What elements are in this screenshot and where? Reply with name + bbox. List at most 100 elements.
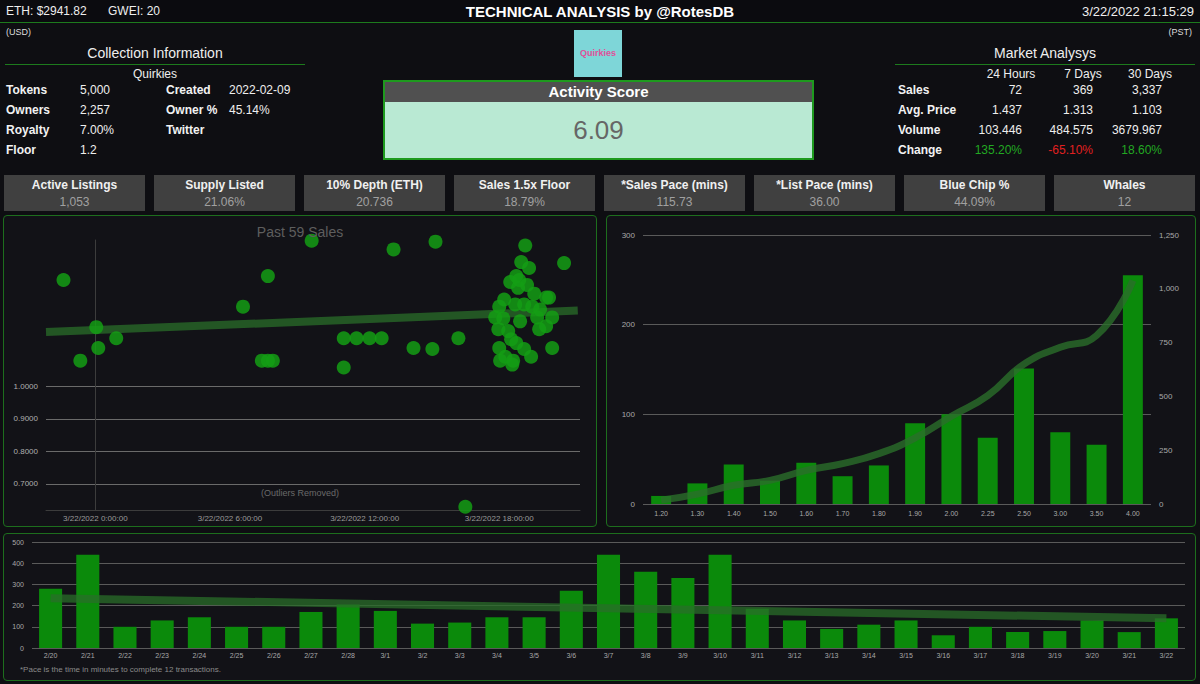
svg-text:750: 750 (1159, 338, 1173, 347)
html-text:5,000: 5,000 (80, 83, 110, 97)
html-text:Activity Score: Activity Score (548, 83, 649, 100)
html-text:369: 369 (1073, 83, 1093, 97)
svg-text:1.0000: 1.0000 (14, 382, 39, 391)
html-text:Tokens: Tokens (6, 83, 48, 97)
svg-text:3/11: 3/11 (751, 652, 764, 659)
html-text:6.09: 6.09 (573, 115, 624, 145)
svg-text:200: 200 (12, 602, 24, 609)
svg-text:3/6: 3/6 (566, 652, 576, 659)
svg-text:400: 400 (12, 560, 24, 567)
svg-text:4.00: 4.00 (1126, 510, 1140, 517)
html-text:Owners: Owners (6, 103, 50, 117)
svg-text:3/21: 3/21 (1122, 652, 1136, 659)
html-text:72: 72 (1008, 83, 1022, 97)
html-text:1.2: 1.2 (80, 143, 97, 157)
svg-text:100: 100 (622, 410, 636, 419)
html-text:Created: Created (166, 83, 211, 97)
svg-text:200: 200 (622, 320, 636, 329)
svg-text:2/24: 2/24 (193, 652, 207, 659)
svg-text:3/22/2022 18:00:00: 3/22/2022 18:00:00 (465, 514, 535, 523)
svg-text:3/13: 3/13 (825, 652, 839, 659)
svg-text:3/3: 3/3 (455, 652, 465, 659)
svg-text:250: 250 (1159, 446, 1173, 455)
html-text:Royalty: Royalty (6, 123, 50, 137)
svg-text:2/27: 2/27 (304, 652, 318, 659)
svg-text:3/19: 3/19 (1048, 652, 1062, 659)
svg-text:1.30: 1.30 (691, 510, 705, 517)
svg-text:300: 300 (622, 231, 636, 240)
html-text:30 Days: 30 Days (1128, 67, 1172, 81)
svg-text:3.50: 3.50 (1090, 510, 1104, 517)
html-text:7.00%: 7.00% (80, 123, 114, 137)
svg-text:1,000: 1,000 (1159, 284, 1180, 293)
svg-text:2/25: 2/25 (230, 652, 244, 659)
html-text:Collection Information: Collection Information (87, 45, 223, 61)
svg-text:3/4: 3/4 (492, 652, 502, 659)
svg-text:1.90: 1.90 (908, 510, 922, 517)
html-text:3/22/2022 21:15:29: 3/22/2022 21:15:29 (1081, 4, 1194, 19)
svg-text:2/20: 2/20 (44, 652, 58, 659)
svg-text:0.7000: 0.7000 (14, 479, 39, 488)
html-text:Owner %: Owner % (166, 103, 218, 117)
svg-text:3/14: 3/14 (862, 652, 876, 659)
svg-text:1.70: 1.70 (836, 510, 850, 517)
svg-text:0: 0 (631, 500, 636, 509)
svg-text:0.8000: 0.8000 (14, 447, 39, 456)
svg-text:2/28: 2/28 (341, 652, 355, 659)
html-text:3,337: 3,337 (1132, 83, 1162, 97)
svg-text:3/22/2022 12:00:00: 3/22/2022 12:00:00 (330, 514, 400, 523)
svg-text:2.50: 2.50 (1017, 510, 1031, 517)
svg-text:1.40: 1.40 (727, 510, 741, 517)
svg-text:3.00: 3.00 (1053, 510, 1067, 517)
html-text:7 Days: 7 Days (1064, 67, 1102, 81)
svg-text:100: 100 (12, 623, 24, 630)
html-text:24 Hours: 24 Hours (986, 67, 1036, 81)
html-text:Market Analysys: Market Analysys (994, 45, 1096, 61)
svg-text:3/16: 3/16 (936, 652, 950, 659)
svg-text:3/12: 3/12 (788, 652, 802, 659)
svg-text:0: 0 (1159, 500, 1164, 509)
html-text:ETH: $2941.82: ETH: $2941.82 (6, 4, 87, 18)
html-text:GWEI: 20: GWEI: 20 (108, 4, 160, 18)
svg-text:3/20: 3/20 (1085, 652, 1099, 659)
svg-text:3/1: 3/1 (380, 652, 390, 659)
svg-text:500: 500 (1159, 392, 1173, 401)
svg-text:500: 500 (12, 539, 24, 546)
svg-text:3/9: 3/9 (678, 652, 688, 659)
svg-text:(Outliers Removed): (Outliers Removed) (261, 488, 339, 498)
svg-text:0.9000: 0.9000 (14, 414, 39, 423)
svg-text:2/26: 2/26 (267, 652, 281, 659)
html-text:2,257: 2,257 (80, 103, 110, 117)
html-text:Quirkies: Quirkies (133, 67, 177, 81)
html-text:45.14%: 45.14% (229, 103, 270, 117)
svg-text:300: 300 (12, 581, 24, 588)
svg-text:3/2: 3/2 (418, 652, 428, 659)
svg-text:3/5: 3/5 (529, 652, 539, 659)
svg-text:1.20: 1.20 (654, 510, 668, 517)
svg-text:2/23: 2/23 (155, 652, 169, 659)
svg-text:1.60: 1.60 (799, 510, 813, 517)
svg-text:2/22: 2/22 (118, 652, 132, 659)
html-text:TECHNICAL ANALYSIS by @RotesDB: TECHNICAL ANALYSIS by @RotesDB (465, 3, 735, 20)
svg-text:3/7: 3/7 (604, 652, 614, 659)
html-text:Sales: Sales (898, 83, 930, 97)
svg-text:3/22: 3/22 (1160, 652, 1174, 659)
html-text:2022-02-09: 2022-02-09 (229, 83, 291, 97)
svg-text:3/10: 3/10 (713, 652, 727, 659)
svg-text:3/22/2022 6:00:00: 3/22/2022 6:00:00 (198, 514, 263, 523)
svg-text:3/18: 3/18 (1011, 652, 1025, 659)
html-text:Floor: Floor (6, 143, 36, 157)
svg-text:3/22/2022 0:00:00: 3/22/2022 0:00:00 (63, 514, 128, 523)
svg-text:1,250: 1,250 (1159, 231, 1180, 240)
svg-text:Past 59 Sales: Past 59 Sales (257, 224, 343, 240)
svg-text:0: 0 (20, 645, 24, 652)
svg-text:3/15: 3/15 (899, 652, 913, 659)
html-text:Twitter: Twitter (166, 123, 205, 137)
svg-text:1.50: 1.50 (763, 510, 777, 517)
svg-text:2/21: 2/21 (81, 652, 95, 659)
svg-text:2.25: 2.25 (981, 510, 995, 517)
svg-text:2.00: 2.00 (945, 510, 959, 517)
svg-text:3/8: 3/8 (641, 652, 651, 659)
svg-text:3/17: 3/17 (974, 652, 988, 659)
svg-text:1.80: 1.80 (872, 510, 886, 517)
